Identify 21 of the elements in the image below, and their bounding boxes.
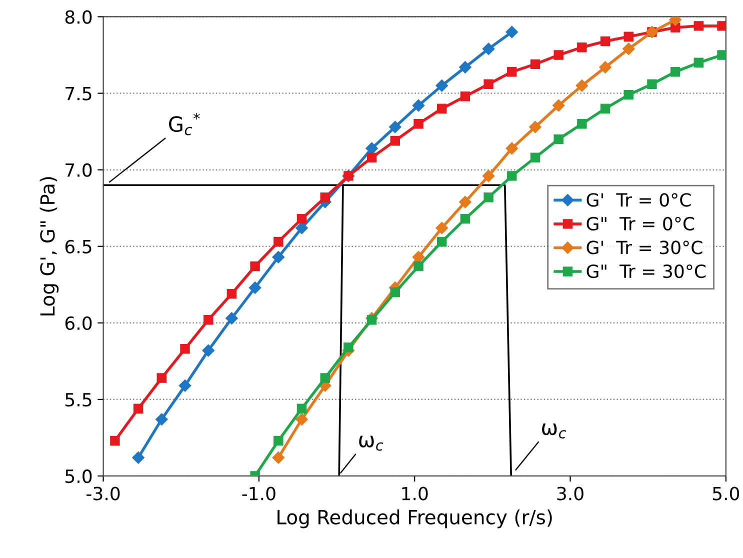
y-tick-label: 6.0 (65, 316, 92, 330)
y-tick-label: 5.0 (66, 469, 92, 484)
legend-label: G' Tr = 30°C (586, 240, 702, 254)
legend-label: G" Tr = 0°C (586, 216, 694, 231)
y-tick-label: 7.5 (66, 86, 92, 100)
x-tick-label: 3.0 (557, 486, 584, 500)
y-axis-title: Log G', G" (Pa) (40, 177, 59, 316)
x-tick-label: -3.0 (86, 486, 120, 500)
x-axis-title: Log Reduced Frequency (r/s) (278, 509, 552, 528)
x-tick-label: 5.0 (712, 486, 740, 500)
y-tick-label: 6.5 (65, 240, 92, 254)
legend-label: G" Tr = 30°C (586, 264, 706, 278)
annotation: G$_{c}$$^{*}$ (169, 112, 200, 136)
y-tick-label: 5.5 (66, 393, 92, 407)
y-tick-label: 7.0 (66, 163, 92, 177)
annotation: ω$_{c}$ (359, 436, 384, 451)
annotation: ω$_{c}$ (542, 423, 566, 438)
x-tick-label: 1.0 (402, 486, 428, 500)
legend-label: G' Tr = 0°C (586, 193, 691, 207)
y-tick-label: 8.0 (65, 10, 92, 24)
x-tick-label: -1.0 (242, 486, 276, 500)
